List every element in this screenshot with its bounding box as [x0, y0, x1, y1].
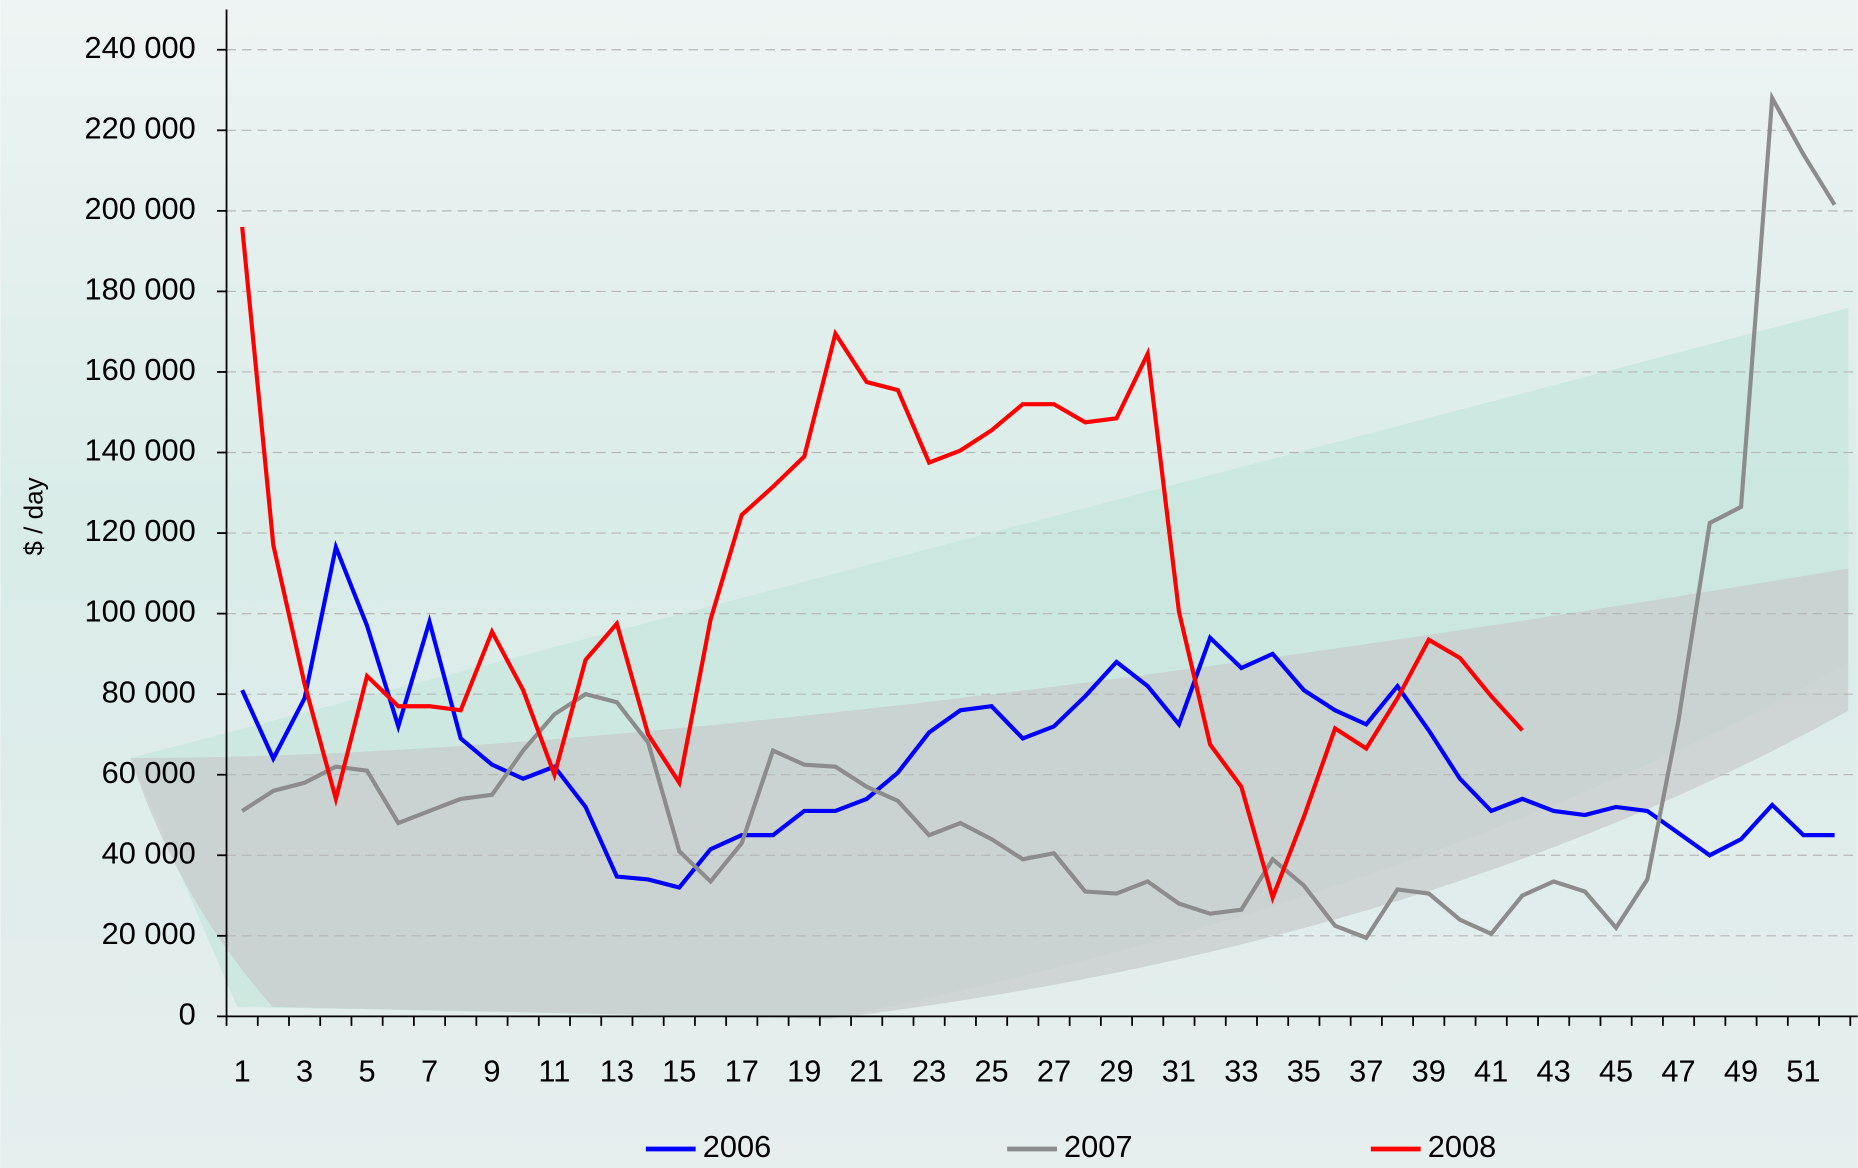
y-tick-label: 20 000 — [102, 916, 196, 951]
series-line — [241, 91, 1837, 941]
x-tick-label: 29 — [1099, 1053, 1133, 1088]
x-tick-label: 23 — [912, 1053, 946, 1088]
x-tick-label: 31 — [1162, 1053, 1196, 1088]
y-tick-label: 140 000 — [84, 433, 195, 468]
x-tick-label: 5 — [358, 1053, 375, 1088]
y-axis-label: $ / day — [19, 477, 49, 555]
ship-hull — [130, 568, 1849, 1019]
y-tick-label: 240 000 — [84, 30, 195, 65]
x-tick-label: 45 — [1599, 1053, 1633, 1088]
y-tick-label: 80 000 — [102, 674, 196, 709]
x-tick-label: 49 — [1724, 1053, 1758, 1088]
x-tick-label: 47 — [1661, 1053, 1695, 1088]
x-tick-label: 41 — [1474, 1053, 1508, 1088]
x-tick-label: 11 — [538, 1053, 570, 1088]
y-tick-label: 40 000 — [102, 835, 196, 870]
y-tick-label: 180 000 — [84, 272, 195, 307]
x-tick-label: 33 — [1224, 1053, 1258, 1088]
legend-label: 2007 — [1064, 1129, 1132, 1164]
y-tick-label: 60 000 — [102, 755, 196, 790]
x-tick-label: 37 — [1349, 1053, 1383, 1088]
x-tick-label: 1 — [234, 1053, 251, 1088]
y-tick-label: 200 000 — [84, 191, 195, 226]
y-tick-label: 220 000 — [84, 110, 195, 145]
x-tick-label: 9 — [483, 1053, 500, 1088]
x-tick-label: 43 — [1537, 1053, 1571, 1088]
y-tick-label: 120 000 — [84, 513, 195, 548]
x-tick-label: 25 — [974, 1053, 1008, 1088]
x-tick-label: 3 — [296, 1053, 313, 1088]
x-tick-label: 39 — [1412, 1053, 1446, 1088]
legend-label: 2006 — [703, 1129, 771, 1164]
x-tick-label: 7 — [421, 1053, 438, 1088]
x-tick-label: 21 — [850, 1053, 884, 1088]
series-line — [240, 226, 1524, 905]
y-tick-label: 100 000 — [84, 594, 195, 629]
x-tick-label: 13 — [600, 1053, 634, 1088]
x-tick-label: 15 — [662, 1053, 696, 1088]
x-tick-label: 17 — [725, 1053, 759, 1088]
x-tick-label: 51 — [1786, 1053, 1820, 1088]
legend-label: 2008 — [1428, 1129, 1496, 1164]
x-tick-label: 19 — [787, 1053, 821, 1088]
y-tick-label: 160 000 — [84, 352, 195, 387]
x-tick-label: 35 — [1287, 1053, 1321, 1088]
x-tick-label: 27 — [1037, 1053, 1071, 1088]
y-tick-label: 0 — [179, 997, 196, 1032]
